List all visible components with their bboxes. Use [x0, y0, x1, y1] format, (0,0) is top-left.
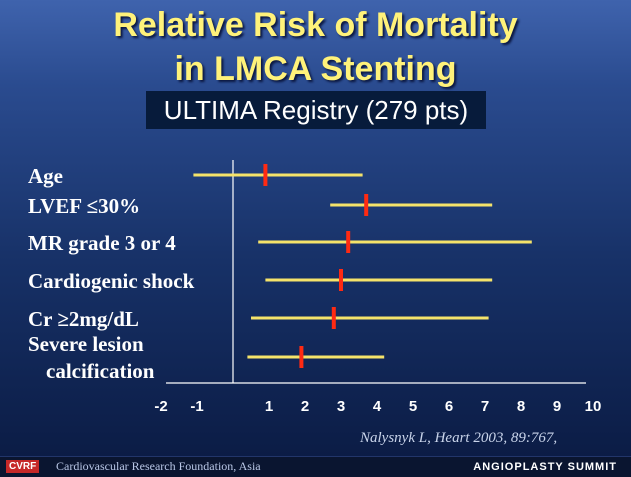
subtitle-box: ULTIMA Registry (279 pts) — [146, 91, 486, 129]
x-tick-label: 9 — [553, 398, 561, 415]
x-tick-label: 7 — [481, 398, 489, 415]
row-label: Cr ≥2mg/dL — [28, 307, 139, 331]
cvrf-logo: CVRF — [6, 460, 40, 473]
point-estimate-marker — [339, 269, 343, 291]
x-tick-label: 3 — [337, 398, 345, 415]
point-estimate-marker — [346, 231, 351, 253]
x-tick-label: 6 — [445, 398, 453, 415]
x-tick-label: 4 — [373, 398, 382, 415]
x-tick-label: -1 — [190, 398, 203, 415]
point-estimate-marker — [263, 164, 268, 186]
title-line-1: Relative Risk of Mortality — [113, 6, 518, 44]
slide-title: Relative Risk of Mortality in LMCA Stent… — [0, 3, 631, 91]
row-label: LVEF ≤30% — [28, 194, 140, 218]
citation: Nalysnyk L, Heart 2003, 89:767, — [360, 430, 558, 446]
row-label: calcification — [46, 359, 155, 383]
row-label: Age — [28, 164, 63, 188]
x-tick-label: 8 — [517, 398, 525, 415]
footer-bar: CVRF Cardiovascular Research Foundation,… — [0, 456, 631, 477]
x-tick-label: 5 — [409, 398, 417, 415]
row-label: MR grade 3 or 4 — [28, 231, 176, 255]
point-estimate-marker — [299, 346, 304, 368]
row-label: Cardiogenic shock — [28, 269, 195, 293]
point-estimate-marker — [364, 194, 369, 216]
x-tick-label: 1 — [265, 398, 273, 415]
point-estimate-marker — [331, 307, 336, 329]
x-tick-label: 10 — [585, 398, 602, 415]
row-label: Severe lesion — [28, 332, 144, 356]
x-tick-label: 2 — [301, 398, 309, 415]
title-line-2: in LMCA Stenting — [174, 50, 457, 88]
footer-organization: Cardiovascular Research Foundation, Asia — [56, 459, 261, 473]
x-tick-label: -2 — [154, 398, 167, 415]
subtitle-text: ULTIMA Registry (279 pts) — [163, 95, 469, 125]
footer-brand: ANGIOPLASTY SUMMIT — [473, 461, 617, 473]
